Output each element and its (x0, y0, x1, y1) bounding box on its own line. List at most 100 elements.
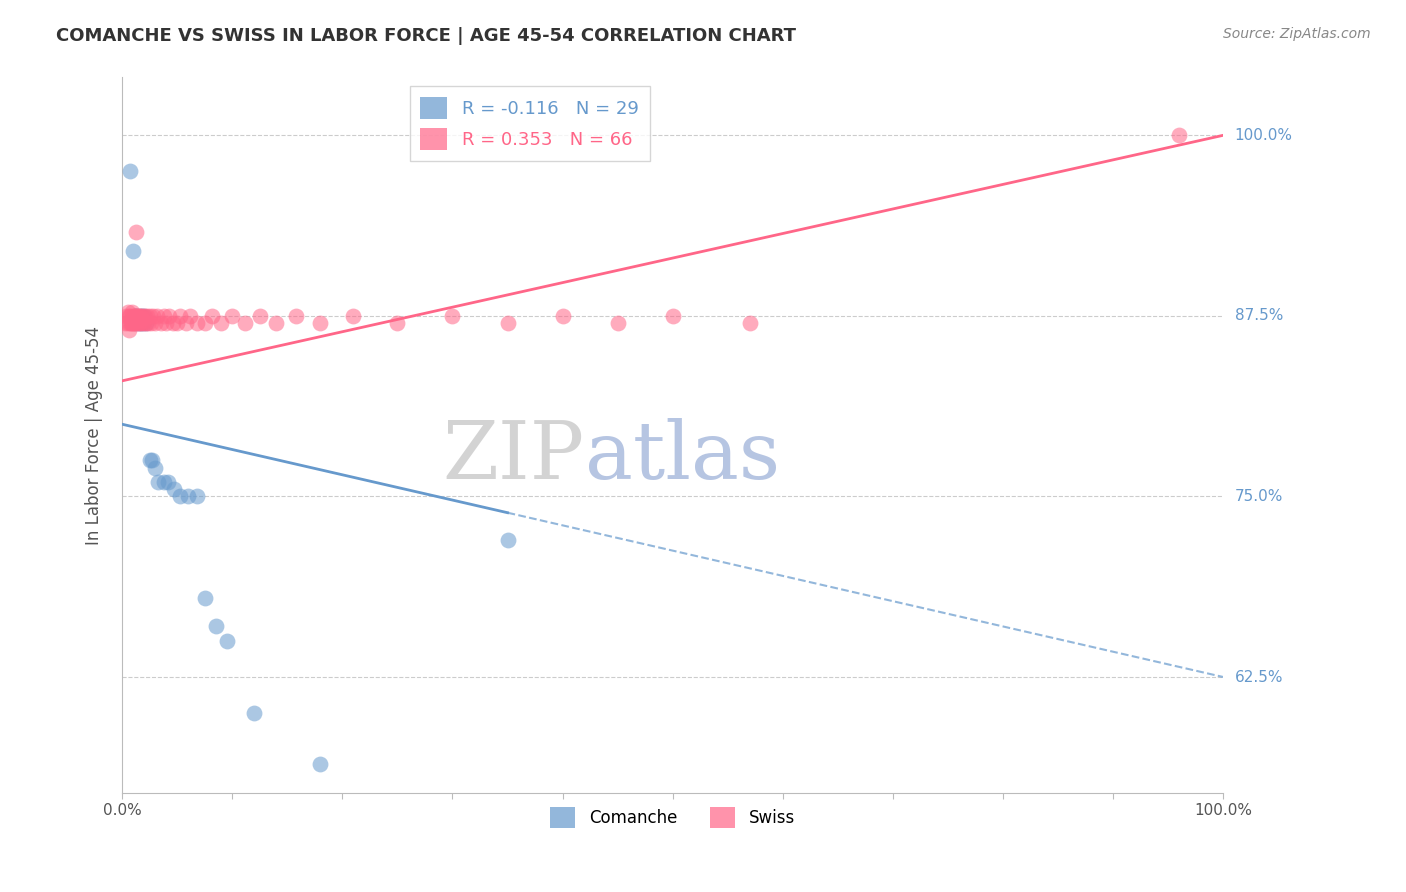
Point (128, 309, 150, 323)
Point (122, 309, 145, 323)
Point (114, 316, 136, 330)
Point (128, 316, 150, 330)
Point (128, 316, 150, 330)
Point (134, 309, 156, 323)
Point (127, 309, 149, 323)
Point (1168, 128, 1191, 143)
Point (121, 316, 143, 330)
Point (124, 316, 146, 330)
Point (174, 316, 197, 330)
Point (209, 316, 232, 330)
Point (142, 309, 165, 323)
Point (115, 309, 138, 323)
Point (194, 316, 217, 330)
Point (146, 309, 169, 323)
Point (169, 490, 191, 504)
Point (166, 316, 188, 330)
Text: ZIP: ZIP (443, 417, 585, 495)
Point (139, 316, 162, 330)
Point (157, 309, 180, 323)
Point (177, 490, 200, 504)
Point (186, 316, 208, 330)
Text: 62.5%: 62.5% (1234, 670, 1284, 684)
Point (132, 316, 155, 330)
Point (131, 316, 153, 330)
Point (118, 323, 141, 337)
Point (162, 316, 184, 330)
Point (138, 453, 160, 467)
Point (163, 482, 186, 496)
Text: 75.0%: 75.0% (1234, 489, 1282, 504)
Point (169, 309, 191, 323)
Point (738, 316, 761, 330)
Point (264, 316, 287, 330)
Point (118, 309, 141, 323)
Point (132, 309, 155, 323)
Point (129, 316, 152, 330)
Point (235, 316, 257, 330)
Point (496, 533, 519, 547)
Text: atlas: atlas (585, 417, 780, 495)
Point (551, 309, 574, 323)
Point (122, 309, 145, 323)
Point (153, 475, 176, 489)
Point (122, 244, 145, 258)
Point (132, 309, 155, 323)
Point (148, 475, 170, 489)
Point (124, 309, 146, 323)
Point (249, 309, 271, 323)
Point (309, 756, 332, 771)
Point (387, 316, 409, 330)
Point (342, 309, 364, 323)
Point (221, 309, 243, 323)
Point (129, 309, 152, 323)
Point (157, 475, 180, 489)
Text: Source: ZipAtlas.com: Source: ZipAtlas.com (1223, 27, 1371, 41)
Point (661, 309, 683, 323)
Point (138, 316, 160, 330)
Point (186, 490, 208, 504)
Point (204, 619, 226, 633)
Point (143, 460, 166, 475)
Text: 87.5%: 87.5% (1234, 309, 1282, 323)
Point (117, 304, 139, 318)
Point (149, 316, 172, 330)
Point (118, 309, 141, 323)
Point (118, 164, 141, 178)
Point (121, 304, 143, 318)
Point (118, 316, 141, 330)
Point (496, 316, 519, 330)
Point (201, 309, 224, 323)
Point (128, 309, 150, 323)
Point (215, 634, 238, 648)
Point (143, 316, 166, 330)
Point (135, 316, 157, 330)
Point (125, 316, 148, 330)
Point (131, 309, 153, 323)
Point (155, 316, 177, 330)
Point (194, 591, 217, 605)
Text: COMANCHE VS SWISS IN LABOR FORCE | AGE 45-54 CORRELATION CHART: COMANCHE VS SWISS IN LABOR FORCE | AGE 4… (56, 27, 796, 45)
Point (132, 316, 155, 330)
Point (128, 316, 150, 330)
Point (125, 309, 148, 323)
Point (243, 706, 266, 721)
Point (141, 453, 163, 467)
Point (124, 309, 146, 323)
Point (122, 316, 145, 330)
Point (125, 225, 148, 239)
Legend: Comanche, Swiss: Comanche, Swiss (544, 801, 801, 834)
Point (441, 309, 464, 323)
Text: 100.0%: 100.0% (1234, 128, 1292, 143)
Point (117, 316, 139, 330)
Point (285, 309, 308, 323)
Point (153, 309, 176, 323)
Point (138, 309, 160, 323)
Point (120, 316, 142, 330)
Point (135, 316, 157, 330)
Y-axis label: In Labor Force | Age 45-54: In Labor Force | Age 45-54 (86, 326, 103, 544)
Point (125, 309, 148, 323)
Point (309, 316, 332, 330)
Point (136, 309, 159, 323)
Point (127, 309, 149, 323)
